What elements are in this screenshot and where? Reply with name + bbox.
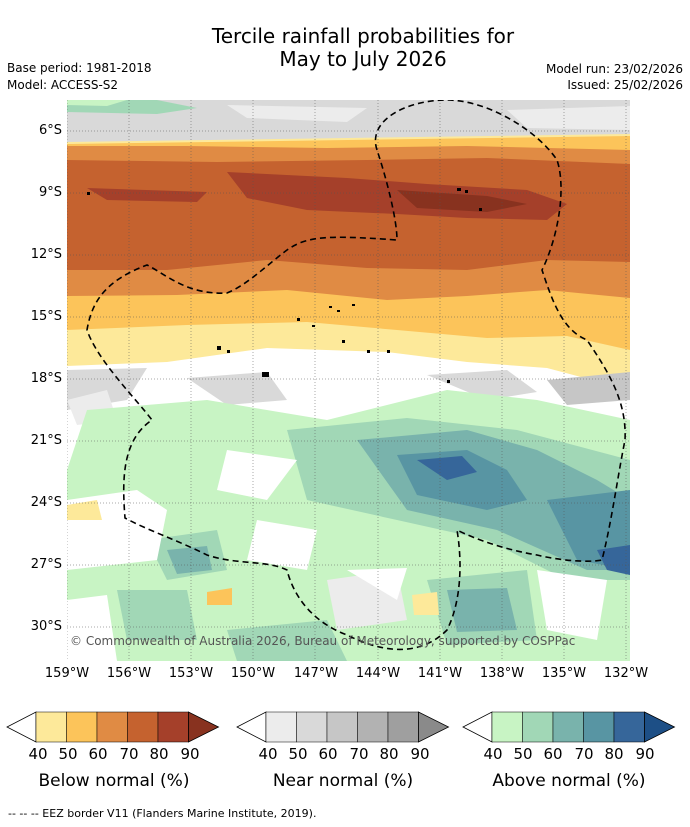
colorbar-swatch (387, 711, 419, 743)
lon-label: 132°W (603, 666, 649, 681)
cb-tick: 60 (88, 745, 108, 763)
title-line-1: Tercile rainfall probabilities for (211, 24, 515, 48)
colorbar-label-below: Below normal (%) (38, 771, 190, 791)
colorbar-above (462, 711, 676, 743)
colorbar-min-extend (236, 711, 267, 743)
cb-tick: 60 (318, 745, 338, 763)
cb-tick: 80 (379, 745, 399, 763)
model-name: Model: ACCESS-S2 (7, 78, 119, 92)
colorbar-swatch (522, 711, 554, 743)
lon-label: 141°W (417, 666, 463, 681)
lat-label: 9°S (38, 185, 62, 200)
lon-label: 159°W (44, 666, 90, 681)
colorbar-max-extend (418, 711, 450, 743)
colorbar-swatch (66, 711, 98, 743)
cb-tick: 80 (149, 745, 169, 763)
cb-tick: 50 (288, 745, 308, 763)
lat-label: 27°S (30, 557, 62, 572)
cb-tick: 90 (635, 745, 655, 763)
lat-label: 12°S (30, 247, 62, 262)
colorbar-below (6, 711, 220, 743)
lon-label: 147°W (293, 666, 339, 681)
cb-tick: 40 (28, 745, 48, 763)
colorbar-min-extend (462, 711, 493, 743)
lon-label: 144°W (355, 666, 401, 681)
cb-tick: 70 (119, 745, 139, 763)
colorbar-swatch (583, 711, 615, 743)
colorbar-swatch (157, 711, 189, 743)
cb-tick: 80 (604, 745, 624, 763)
cb-tick: 90 (180, 745, 200, 763)
lon-label: 138°W (479, 666, 525, 681)
colorbar-label-near: Near normal (%) (272, 771, 414, 791)
model-run: Model run: 23/02/2026 (545, 62, 683, 76)
colorbar-swatch (613, 711, 645, 743)
lon-label: 153°W (168, 666, 214, 681)
lon-label: 150°W (230, 666, 276, 681)
colorbar-swatch (326, 711, 358, 743)
lat-label: 15°S (30, 309, 62, 324)
cb-tick: 90 (410, 745, 430, 763)
colorbar-swatch (96, 711, 128, 743)
colorbar-label-above: Above normal (%) (492, 771, 646, 791)
colorbar-swatch (127, 711, 159, 743)
base-period: Base period: 1981-2018 (7, 61, 152, 75)
lon-label: 156°W (106, 666, 152, 681)
title-line-2: May to July 2026 (279, 47, 447, 71)
colorbar-swatch (357, 711, 389, 743)
map-copyright: © Commonwealth of Australia 2026, Bureau… (70, 634, 576, 648)
colorbar-swatch (552, 711, 584, 743)
cb-tick: 40 (483, 745, 503, 763)
colorbar-near (236, 711, 450, 743)
issued-date: Issued: 25/02/2026 (567, 78, 683, 92)
colorbar-swatch (296, 711, 328, 743)
lat-label: 6°S (38, 123, 62, 138)
eez-footnote: -- -- -- EEZ border V11 (Flanders Marine… (8, 807, 317, 820)
lat-label: 24°S (30, 495, 62, 510)
colorbar-max-extend (188, 711, 220, 743)
rainfall-map (67, 100, 630, 661)
cb-tick: 70 (574, 745, 594, 763)
colorbar-min-extend (6, 711, 37, 743)
lat-label: 30°S (30, 619, 62, 634)
colorbar-swatch (265, 711, 297, 743)
lat-label: 18°S (30, 371, 62, 386)
cb-tick: 50 (513, 745, 533, 763)
colorbar-swatch (491, 711, 523, 743)
colorbar-max-extend (644, 711, 676, 743)
cb-tick: 60 (543, 745, 563, 763)
map-svg (67, 100, 630, 661)
cb-tick: 70 (349, 745, 369, 763)
lat-label: 21°S (30, 433, 62, 448)
lon-label: 135°W (541, 666, 587, 681)
cb-tick: 40 (258, 745, 278, 763)
colorbar-swatch (35, 711, 67, 743)
cb-tick: 50 (58, 745, 78, 763)
